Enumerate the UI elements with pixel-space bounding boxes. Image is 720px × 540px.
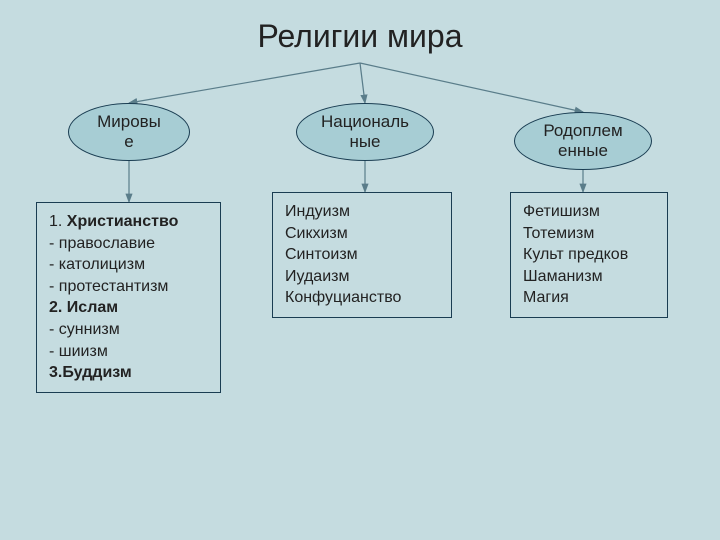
diagram-canvas: Религии мира Мировые Национальные Родопл… — [0, 0, 720, 540]
list-national-religions: ИндуизмСикхизмСинтоизмИудаизмКонфуцианст… — [272, 192, 452, 318]
list-tribal-religions: ФетишизмТотемизмКульт предковШаманизмМаг… — [510, 192, 668, 318]
category-national: Национальные — [296, 103, 434, 161]
diagram-title: Религии мира — [0, 18, 720, 55]
category-tribal: Родоплеменные — [514, 112, 652, 170]
category-world: Мировые — [68, 103, 190, 161]
list-world-religions: 1. Христианство - православие - католици… — [36, 202, 221, 393]
